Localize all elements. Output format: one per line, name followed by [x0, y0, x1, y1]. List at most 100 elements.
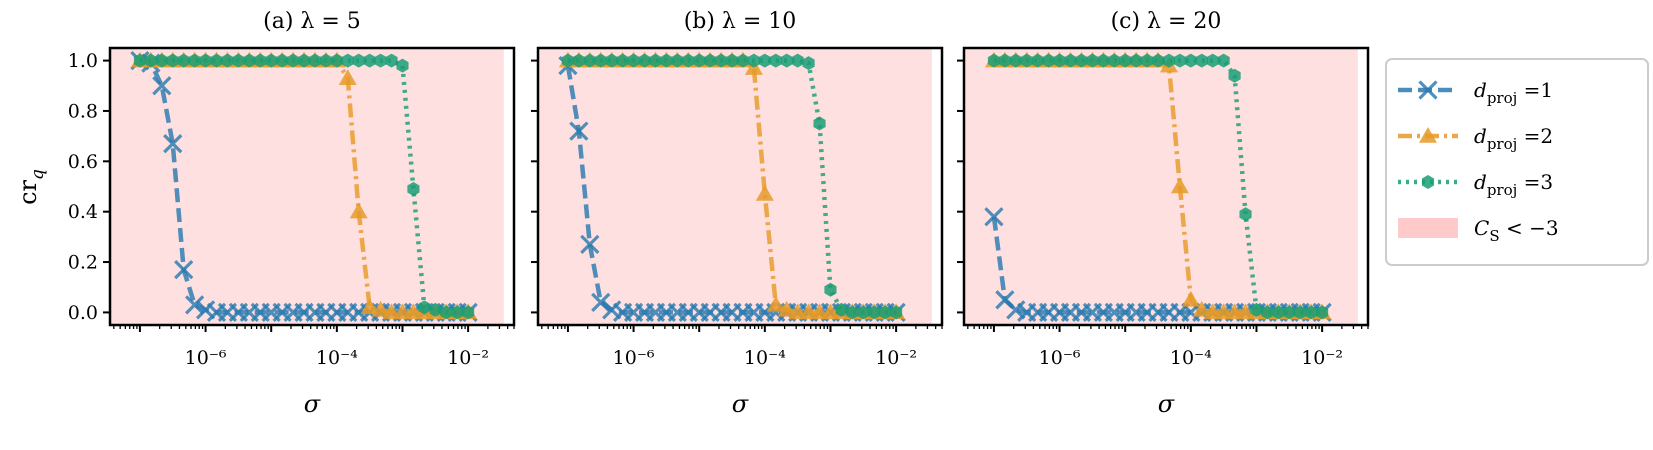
data-point-3	[210, 53, 223, 68]
data-point-1	[591, 292, 611, 312]
x-axis-label: σ	[732, 390, 749, 418]
x-tick-label: 10⁻⁶	[613, 347, 655, 369]
data-point-3	[1239, 207, 1252, 222]
shaded-region	[538, 48, 932, 325]
data-point-2	[777, 300, 796, 317]
data-point-3	[1217, 53, 1230, 68]
data-point-2	[755, 185, 774, 201]
data-point-3	[1130, 53, 1143, 68]
legend-label-subscript: S	[1489, 227, 1499, 245]
x-tick-label: 10⁻⁶	[1039, 347, 1081, 369]
data-point-3	[363, 53, 376, 68]
data-point-3	[1195, 53, 1208, 68]
data-point-3	[451, 305, 464, 320]
data-point-3	[232, 53, 245, 68]
data-point-3	[638, 53, 651, 68]
data-point-1	[569, 121, 589, 141]
data-point-3	[1283, 305, 1296, 320]
data-point-3	[1053, 53, 1066, 68]
data-point-2	[1170, 177, 1189, 194]
data-point-3	[857, 305, 870, 320]
data-point-3	[868, 305, 881, 320]
data-point-3	[824, 282, 837, 297]
panel-title: (a) λ = 5	[263, 9, 361, 34]
data-point-3	[1173, 53, 1186, 68]
data-point-3	[1141, 53, 1154, 68]
data-point-3	[1228, 68, 1241, 83]
data-point-3	[879, 305, 892, 320]
y-axis-label-main: cr	[14, 179, 42, 204]
data-point-3	[254, 53, 267, 68]
data-point-3	[1086, 53, 1099, 68]
data-point-3	[1272, 305, 1285, 320]
legend-label-4: CS < −3	[1474, 216, 1559, 245]
data-point-3	[396, 58, 409, 73]
y-axis-label: crq	[14, 169, 48, 205]
data-point-3	[660, 53, 673, 68]
axes-frame	[108, 46, 516, 327]
data-point-3	[1009, 53, 1022, 68]
legend-label-symbol: d	[1474, 78, 1487, 102]
data-point-3	[341, 53, 354, 68]
data-point-2	[338, 69, 357, 85]
data-point-3	[616, 53, 629, 68]
data-point-3	[166, 53, 179, 68]
data-point-3	[715, 53, 728, 68]
x-tick-label: 10⁻²	[447, 347, 489, 369]
data-point-3	[374, 53, 387, 68]
data-point-3	[133, 53, 146, 68]
data-point-3	[297, 53, 311, 68]
y-tick-label: 0.2	[68, 252, 98, 274]
y-tick-label: 1.0	[68, 50, 98, 72]
data-point-3	[199, 53, 212, 68]
data-point-3	[594, 53, 607, 68]
data-point-3	[287, 53, 300, 68]
data-point-2	[1192, 300, 1211, 317]
data-point-1	[163, 134, 183, 154]
legend-label-2: dproj =2	[1474, 124, 1553, 153]
data-point-3	[440, 305, 453, 320]
legend-label-value: =3	[1517, 170, 1553, 194]
data-point-3	[987, 53, 1000, 68]
data-point-1	[984, 207, 1004, 227]
data-point-3	[319, 53, 332, 68]
shaded-region	[110, 48, 504, 325]
data-point-3	[649, 53, 662, 68]
data-point-3	[693, 53, 706, 68]
legend-label-subscript: proj	[1487, 89, 1517, 107]
x-axis-label: σ	[1158, 390, 1175, 418]
data-point-1	[174, 259, 194, 280]
x-tick-label: 10⁻⁴	[316, 347, 358, 369]
x-axis-label: σ	[304, 390, 321, 418]
subplot-1: (a) λ = 5 0.0 0.2 0.4 0.6 0.8 1.0 10⁻⁶ 10⁻⁴ 10⁻² σ	[68, 9, 516, 418]
data-point-3	[144, 53, 157, 68]
data-point-3	[802, 56, 815, 71]
legend-label-symbol: d	[1474, 124, 1487, 148]
data-point-3	[462, 305, 475, 320]
data-point-3	[1261, 305, 1274, 320]
subplot-3: (c) λ = 20 10⁻⁶ 10⁻⁴ 10⁻² σ	[957, 9, 1370, 418]
data-point-3	[561, 53, 574, 68]
data-point-3	[605, 53, 618, 68]
data-point-3	[418, 300, 431, 315]
data-point-3	[177, 53, 190, 68]
data-point-3	[1184, 53, 1197, 68]
data-point-3	[846, 305, 859, 320]
data-point-3	[188, 53, 201, 68]
data-point-3	[1162, 53, 1176, 68]
data-point-3	[682, 53, 695, 68]
panel-title: (c) λ = 20	[1111, 9, 1222, 34]
legend-swatch-region	[1398, 218, 1458, 238]
data-point-2	[766, 295, 785, 312]
legend-label-symbol: d	[1474, 170, 1487, 194]
legend-marker-2	[1419, 127, 1437, 143]
legend-label-1: dproj =1	[1474, 78, 1553, 107]
y-tick-label: 0.4	[68, 201, 98, 223]
legend-label-value: < −3	[1500, 216, 1559, 240]
data-point-3	[1097, 53, 1110, 68]
data-point-3	[627, 53, 640, 68]
data-point-3	[1250, 302, 1263, 317]
data-point-1	[184, 295, 205, 315]
